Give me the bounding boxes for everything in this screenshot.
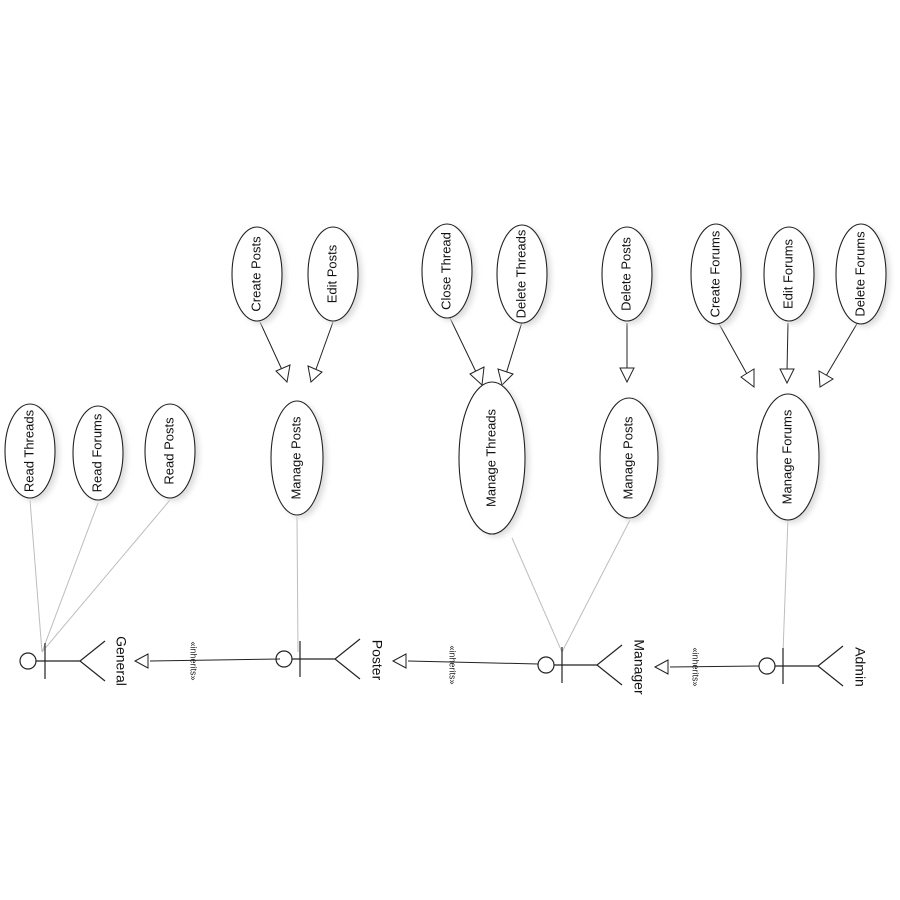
use-case-delete-posts-label: Delete Posts xyxy=(618,237,633,311)
use-case-edit-posts-label: Edit Posts xyxy=(324,244,339,303)
arrowhead-delete-threads xyxy=(497,368,514,386)
dep-close-thread xyxy=(449,317,478,375)
dep-delete-threads xyxy=(505,321,523,375)
use-case-manage-posts-poster-label: Manage Posts xyxy=(288,416,303,500)
gen-admin-manager xyxy=(669,665,760,668)
assoc-general-read-threads xyxy=(29,499,43,653)
use-case-manage-posts-manager[interactable]: Manage Posts xyxy=(599,397,662,521)
use-case-manage-posts-manager-label: Manage Posts xyxy=(620,416,635,500)
actor-general-label: General xyxy=(113,636,129,686)
stereotype-poster-general: «inherits» xyxy=(189,641,199,680)
use-case-read-threads[interactable]: Read Threads xyxy=(4,403,59,501)
use-case-create-forums[interactable]: Create Forums xyxy=(690,223,745,327)
use-case-delete-posts[interactable]: Delete Posts xyxy=(601,226,656,324)
gen-manager-poster xyxy=(407,660,539,665)
dep-delete-forums xyxy=(825,321,859,377)
use-case-read-posts[interactable]: Read Posts xyxy=(144,403,199,501)
actor-poster[interactable]: Poster xyxy=(275,638,385,681)
assoc-admin-manage-forums xyxy=(782,517,789,653)
stereotype-admin-manager: «inherits» xyxy=(691,647,701,686)
dep-edit-forums xyxy=(786,322,789,372)
actor-general-head xyxy=(19,652,37,670)
use-case-close-thread[interactable]: Close Thread xyxy=(421,223,476,321)
stereotype-manager-poster: «inherits» xyxy=(448,645,458,684)
assoc-manager-manage-posts xyxy=(561,519,631,653)
arrowhead-delete-forums xyxy=(818,370,834,388)
use-case-edit-posts[interactable]: Edit Posts xyxy=(307,226,362,324)
use-case-read-threads-label: Read Threads xyxy=(21,409,36,492)
gen-arrow-manager xyxy=(653,659,669,675)
arrowhead-close-thread xyxy=(469,366,485,387)
generalizations: «inherits» «inherits» «inherits» xyxy=(133,641,760,687)
actor-manager-legs xyxy=(596,644,623,686)
use-case-manage-forums-label: Manage Forums xyxy=(779,409,794,504)
use-case-delete-forums-label: Delete Forums xyxy=(852,231,867,317)
arrowhead-create-forums xyxy=(740,368,755,389)
dependencies xyxy=(259,317,859,389)
use-case-read-posts-label: Read Posts xyxy=(161,417,176,485)
actor-admin-head xyxy=(758,657,776,675)
actor-general[interactable]: General xyxy=(19,636,129,686)
assoc-general-read-forums xyxy=(41,502,99,653)
arrowhead-edit-forums xyxy=(779,368,795,385)
use-case-manage-threads-label: Manage Threads xyxy=(483,408,498,507)
use-case-create-posts[interactable]: Create Posts xyxy=(231,226,286,324)
gen-arrow-general xyxy=(133,653,149,669)
dep-edit-posts xyxy=(314,321,334,373)
arrowhead-create-posts xyxy=(275,364,291,384)
use-case-read-forums[interactable]: Read Forums xyxy=(72,405,127,503)
use-case-create-forums-label: Create Forums xyxy=(707,230,722,317)
dep-create-posts xyxy=(259,321,284,373)
use-case-manage-forums[interactable]: Manage Forums xyxy=(756,393,823,523)
arrowhead-delete-posts xyxy=(619,367,635,384)
gen-poster-general xyxy=(149,658,281,662)
gen-arrow-poster xyxy=(391,653,407,669)
actor-manager[interactable]: Manager xyxy=(537,639,647,695)
use-case-delete-threads[interactable]: Delete Threads xyxy=(496,224,551,326)
dep-create-forums xyxy=(717,321,749,377)
assoc-poster-manage-posts xyxy=(296,516,299,653)
actor-poster-label: Poster xyxy=(369,640,385,681)
associations xyxy=(29,499,789,653)
actor-admin-legs xyxy=(817,645,844,687)
actor-admin-label: Admin xyxy=(852,647,868,687)
use-case-close-thread-label: Close Thread xyxy=(438,232,453,310)
use-case-edit-forums-label: Edit Forums xyxy=(780,238,795,309)
actor-admin[interactable]: Admin xyxy=(758,645,868,687)
use-case-delete-forums[interactable]: Delete Forums xyxy=(835,223,890,327)
arrowhead-edit-posts xyxy=(307,365,323,383)
actor-manager-label: Manager xyxy=(631,639,647,695)
use-case-create-posts-label: Create Posts xyxy=(248,236,263,312)
actor-poster-legs xyxy=(334,638,361,680)
use-case-delete-threads-label: Delete Threads xyxy=(513,229,528,318)
assoc-general-read-posts xyxy=(41,499,171,653)
use-case-manage-posts-poster[interactable]: Manage Posts xyxy=(270,400,327,518)
actor-manager-head xyxy=(537,656,555,674)
assoc-manager-manage-threads xyxy=(511,537,563,653)
use-case-manage-threads[interactable]: Manage Threads xyxy=(458,381,529,537)
use-case-edit-forums[interactable]: Edit Forums xyxy=(763,226,818,324)
use-case-read-forums-label: Read Forums xyxy=(89,413,104,492)
actor-general-legs xyxy=(79,640,106,682)
